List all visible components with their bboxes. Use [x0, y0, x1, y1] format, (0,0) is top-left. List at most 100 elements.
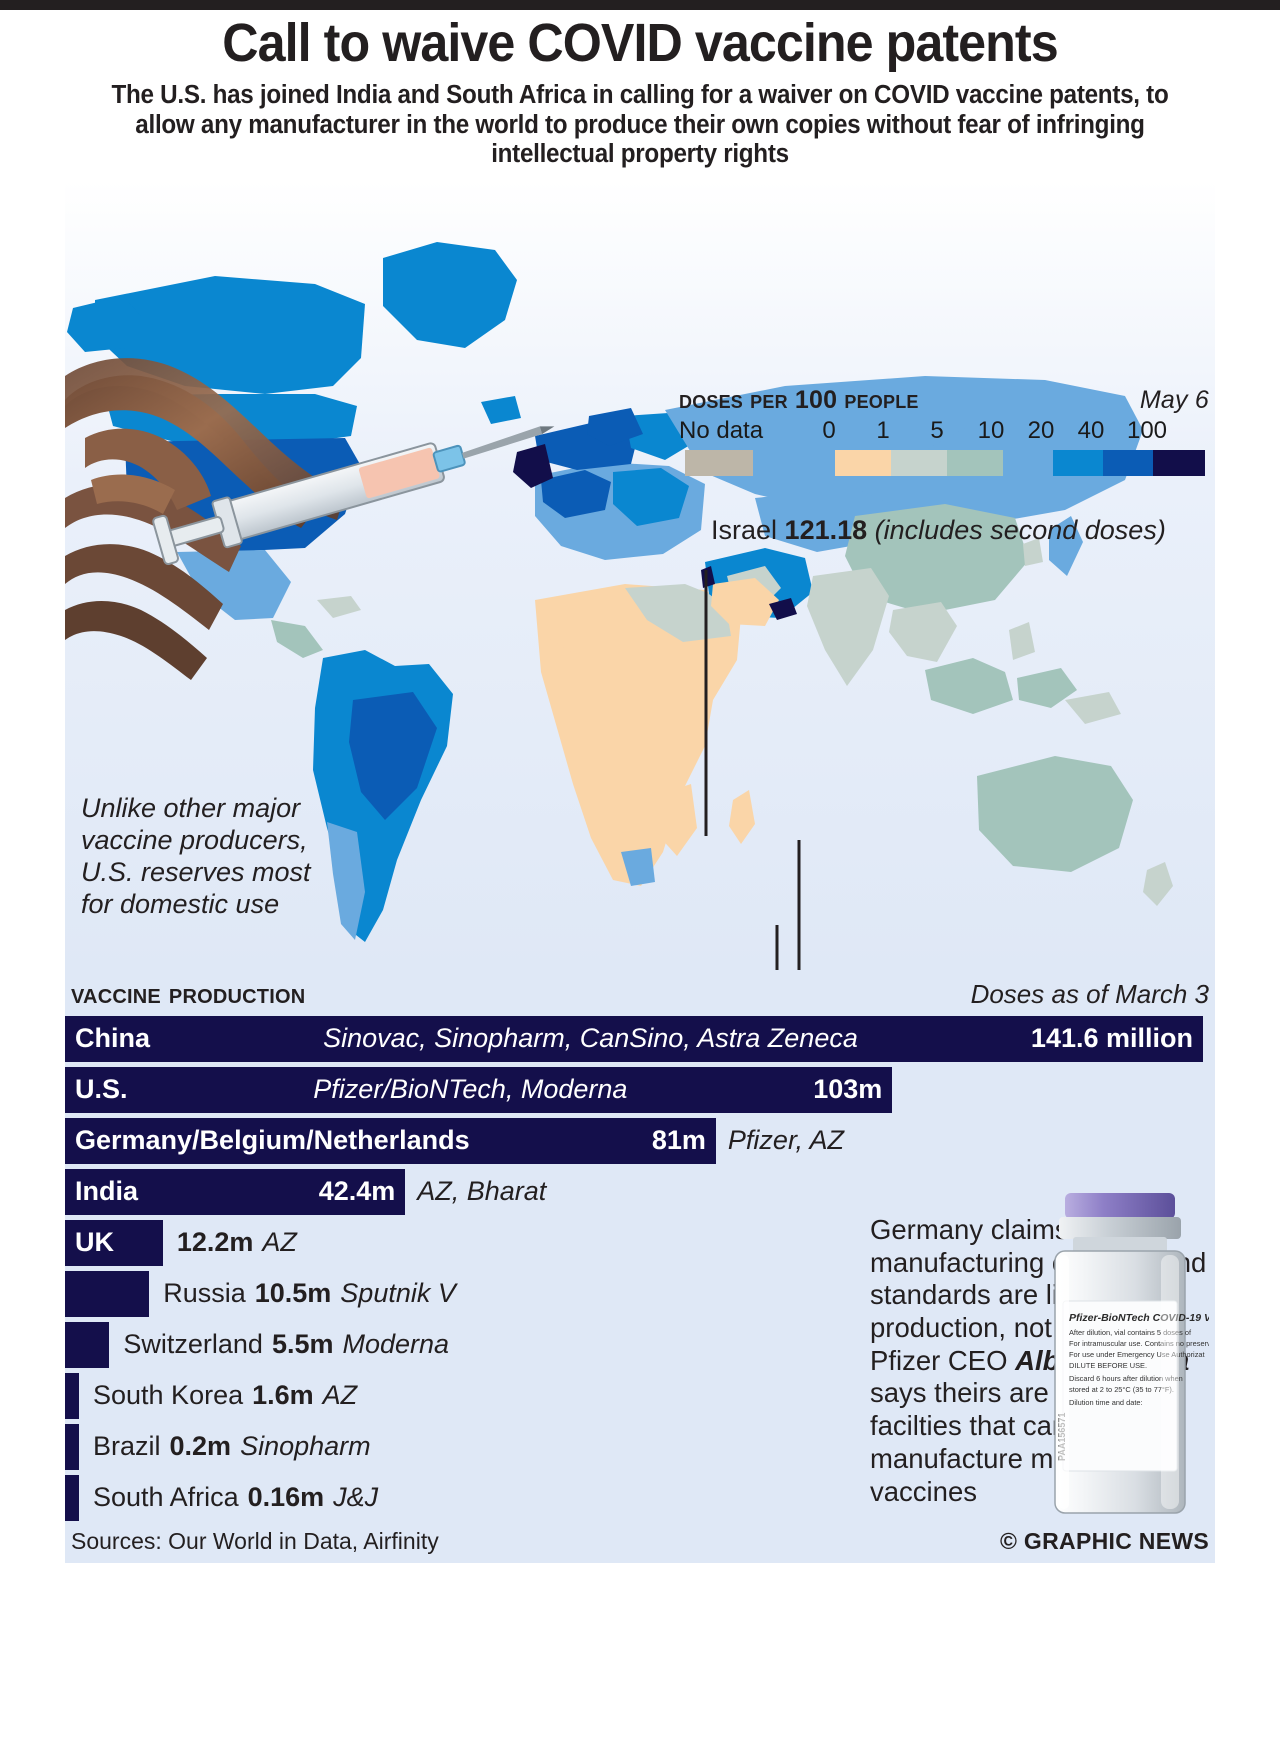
- legend-swatch-4: [1053, 449, 1103, 476]
- svg-text:Pfizer-BioNTech COVID-19 Vac: Pfizer-BioNTech COVID-19 Vac: [1069, 1312, 1209, 1324]
- production-value: 10.5m: [254, 1278, 332, 1309]
- production-outside-label: Pfizer, AZ: [728, 1118, 844, 1164]
- svg-text:Discard 6 hours after dilution: Discard 6 hours after dilution when: [1069, 1374, 1183, 1383]
- production-value: 42.4m: [318, 1176, 396, 1207]
- map-sidenote: Unlike other major vaccine producers, U.…: [81, 792, 311, 920]
- vaccine-production-section: VACCINE PRODUCTION Doses as of March 3 C…: [65, 969, 1215, 1563]
- legend-tick-2: 5: [930, 416, 944, 444]
- production-makers: AZ: [262, 1227, 297, 1258]
- production-makers: Sinovac, Sinopharm, CanSino, Astra Zenec…: [323, 1023, 858, 1054]
- production-country: India: [75, 1176, 139, 1207]
- production-makers: Sputnik V: [340, 1278, 456, 1309]
- production-country: Switzerland: [123, 1329, 263, 1360]
- svg-text:DILUTE BEFORE USE.: DILUTE BEFORE USE.: [1069, 1361, 1147, 1370]
- production-outside-label: South Africa 0.16m J&J: [93, 1475, 378, 1521]
- production-as-of: Doses as of March 3: [970, 978, 1209, 1009]
- production-row: Germany/Belgium/Netherlands 81m Pfizer, AZ: [65, 1117, 1215, 1164]
- production-bar: China Sinovac, Sinopharm, CanSino, Astra …: [65, 1015, 1203, 1062]
- production-row: South Africa 0.16m J&J: [65, 1474, 1215, 1521]
- production-country: Brazil: [93, 1431, 161, 1462]
- page-title: Call to waive COVID vaccine patents: [222, 13, 1058, 73]
- legend-swatch-5: [1103, 449, 1153, 476]
- production-country: China: [75, 1023, 151, 1054]
- legend-tick-4: 20: [1027, 416, 1055, 444]
- production-country: Russia: [163, 1278, 246, 1309]
- legend-tick-5: 40: [1077, 416, 1105, 444]
- production-outside-label: South Korea 1.6m AZ: [93, 1373, 357, 1419]
- callout-israel-value: 121.18: [784, 514, 868, 545]
- legend-tick-0: 0: [822, 416, 836, 444]
- sources-text: Sources: Our World in Data, Airfinity: [71, 1527, 439, 1554]
- legend-no-data-label: No data: [679, 416, 764, 444]
- header: Call to waive COVID vaccine patents The …: [65, 10, 1215, 172]
- production-outside-label: Brazil 0.2m Sinopharm: [93, 1424, 371, 1470]
- production-value: 0.16m: [247, 1482, 325, 1513]
- production-country: South Africa: [93, 1482, 239, 1513]
- legend-swatch-2: [947, 449, 1003, 476]
- production-value: 103m: [813, 1074, 883, 1105]
- svg-text:For use under Emergency Use Au: For use under Emergency Use Authorizat: [1069, 1350, 1205, 1359]
- production-row: UK 12.2m AZ: [65, 1219, 1215, 1266]
- production-value: 12.2m: [176, 1227, 254, 1258]
- callout-israel-name: Israel: [711, 514, 778, 545]
- production-row: Brazil 0.2m Sinopharm: [65, 1423, 1215, 1470]
- production-country: South Korea: [93, 1380, 244, 1411]
- footer: Sources: Our World in Data, Airfinity © …: [65, 1526, 1215, 1563]
- map-legend: DOSES PER 100 PEOPLE May 6 No data 0 1 5…: [679, 386, 1209, 476]
- legend-swatches: [679, 449, 1209, 476]
- legend-swatch-1: [891, 449, 947, 476]
- production-bar: [65, 1372, 79, 1419]
- legend-tick-1: 1: [876, 416, 890, 444]
- production-row: South Korea 1.6m AZ: [65, 1372, 1215, 1419]
- production-outside-label: Russia 10.5m Sputnik V: [163, 1271, 456, 1317]
- production-makers: AZ: [322, 1380, 358, 1411]
- production-makers: Pfizer, AZ: [727, 1125, 844, 1156]
- legend-swatch-0: [835, 449, 891, 476]
- vaccine-vial-illustration: Pfizer-BioNTech COVID-19 Vac After dilut…: [1054, 1192, 1209, 1514]
- production-bar: [65, 1270, 150, 1317]
- production-bar: Germany/Belgium/Netherlands 81m: [65, 1117, 716, 1164]
- production-value: 141.6 million: [1030, 1023, 1193, 1054]
- legend-title: DOSES PER 100 PEOPLE: [679, 385, 919, 414]
- production-value: 5.5m: [271, 1329, 334, 1360]
- production-value: 0.2m: [169, 1431, 232, 1462]
- legend-tick-row: No data 0 1 5 10 20 40 100: [679, 417, 1209, 447]
- map-countries: [67, 241, 1173, 942]
- production-country: Germany/Belgium/Netherlands: [75, 1125, 470, 1156]
- production-makers: Moderna: [342, 1329, 450, 1360]
- production-row: Switzerland 5.5m Moderna: [65, 1321, 1215, 1368]
- production-bar: [65, 1321, 110, 1368]
- production-bar: U.S. Pfizer/BioNTech, Moderna 103m: [65, 1066, 893, 1113]
- production-makers: J&J: [333, 1482, 379, 1513]
- production-value: 1.6m: [252, 1380, 314, 1411]
- legend-swatch-3: [1003, 449, 1053, 476]
- callout-israel: Israel 121.18 (includes second doses): [711, 515, 1181, 545]
- production-makers: Sinopharm: [240, 1431, 371, 1462]
- legend-swatch-no-data: [685, 449, 753, 476]
- svg-text:After dilution, vial contains: After dilution, vial contains 5 doses of: [1069, 1328, 1192, 1337]
- production-bar: UK: [65, 1219, 163, 1266]
- svg-text:Dilution time and date:: Dilution time and date:: [1069, 1398, 1143, 1407]
- production-value: 81m: [651, 1125, 706, 1156]
- production-country: UK: [75, 1227, 114, 1258]
- production-bar-list: China Sinovac, Sinopharm, CanSino, Astra …: [65, 1015, 1215, 1521]
- production-bar: India 42.4m: [65, 1168, 406, 1215]
- production-country: U.S.: [75, 1074, 128, 1105]
- production-outside-label: 12.2m AZ: [177, 1220, 297, 1266]
- infographic: Call to waive COVID vaccine patents The …: [65, 10, 1215, 1563]
- production-bar: [65, 1423, 79, 1470]
- production-row: India 42.4m AZ, Bharat: [65, 1168, 1215, 1215]
- hand-syringe-illustration: [65, 357, 555, 680]
- callout-israel-note: (includes second doses): [874, 514, 1166, 545]
- production-makers: Pfizer/BioNTech, Moderna: [313, 1074, 628, 1105]
- production-header: VACCINE PRODUCTION Doses as of March 3: [65, 974, 1215, 1016]
- graphic-news-credit: © GRAPHIC NEWS: [1000, 1527, 1209, 1554]
- production-bar: [65, 1474, 79, 1521]
- legend-tick-6: 100: [1126, 416, 1168, 444]
- svg-text:stored at 2 to 25°C (35 to 77°: stored at 2 to 25°C (35 to 77°F).: [1069, 1385, 1174, 1394]
- legend-swatch-6: [1153, 449, 1205, 476]
- production-row: U.S. Pfizer/BioNTech, Moderna 103m: [65, 1066, 1215, 1113]
- svg-text:For intramuscular use. Contain: For intramuscular use. Contains no prese…: [1069, 1339, 1209, 1348]
- production-row: Russia 10.5m Sputnik V: [65, 1270, 1215, 1317]
- world-map-svg: [65, 241, 1173, 970]
